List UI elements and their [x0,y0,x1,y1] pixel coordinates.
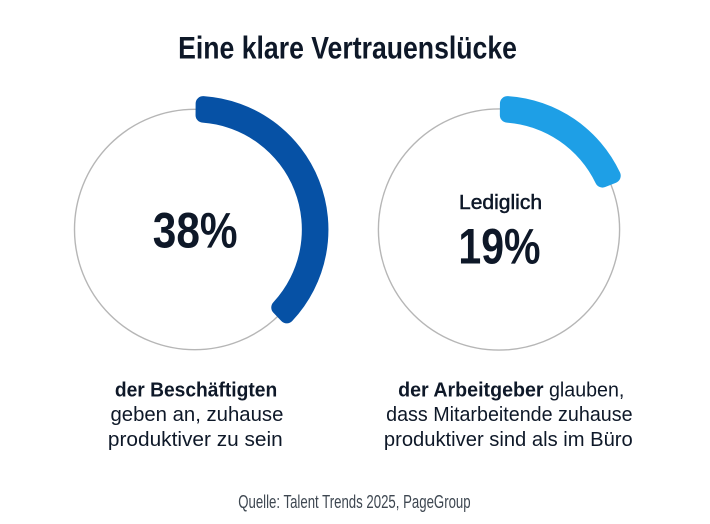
svg-text:produktiver zu sein: produktiver zu sein [108,430,283,452]
svg-text:geben an, zuhause: geben an, zuhause [110,404,283,426]
svg-text:Quelle: Talent Trends 2025, Pa: Quelle: Talent Trends 2025, PageGroup [238,493,471,512]
svg-text:der Arbeitgeber glauben,: der Arbeitgeber glauben, [398,379,624,401]
svg-text:der Beschäftigten: der Beschäftigten [115,379,277,401]
svg-text:38%: 38% [153,202,238,258]
svg-text:19%: 19% [458,219,540,275]
svg-text:produktiver sind als im Büro: produktiver sind als im Büro [384,429,633,451]
svg-text:dass Mitarbeitende zuhause: dass Mitarbeitende zuhause [386,404,632,426]
svg-text:Eine klare Vertrauenslücke: Eine klare Vertrauenslücke [178,32,517,67]
svg-text:Lediglich: Lediglich [459,191,542,214]
